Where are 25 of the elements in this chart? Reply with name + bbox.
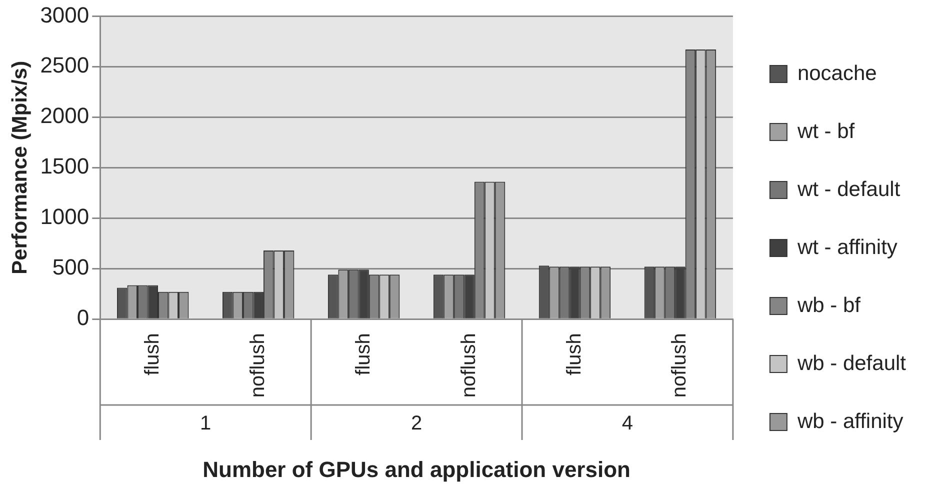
text: 1 xyxy=(200,412,212,435)
x-tick-label: noflush xyxy=(668,333,691,398)
legend-label: wb - default xyxy=(796,352,906,375)
y-axis-title: Performance (Mpix/s) xyxy=(8,60,32,274)
y-tick-label: 2500 xyxy=(40,52,90,78)
y-tick-label: 3000 xyxy=(40,2,90,28)
legend-label: wt - affinity xyxy=(796,236,898,259)
text: 4 xyxy=(622,412,634,435)
y-tick-label: 1500 xyxy=(40,154,90,179)
x-axis-title: Number of GPUs and application version xyxy=(202,456,630,482)
y-tick-label: 0 xyxy=(76,305,90,330)
x-tick-label: noflush xyxy=(458,333,480,398)
legend-label: wb - bf xyxy=(796,294,861,317)
x-tick-label: flush xyxy=(352,333,374,376)
legend-label: wt - bf xyxy=(796,120,855,143)
legend-label: wt - default xyxy=(796,178,900,201)
x-tick-label: noflush xyxy=(246,333,269,398)
legend-label: wb - affinity xyxy=(796,410,904,433)
y-tick-label: 1000 xyxy=(40,204,90,230)
legend-label: nocache xyxy=(797,62,877,85)
y-tick-label: 2000 xyxy=(40,103,90,128)
x-tick-label: flush xyxy=(563,333,586,376)
x-tick-label: flush xyxy=(141,333,164,376)
y-tick-label: 500 xyxy=(52,254,90,280)
text: 2 xyxy=(410,412,422,435)
